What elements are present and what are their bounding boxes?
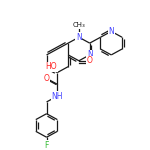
Text: N: N	[108, 27, 114, 36]
Text: N: N	[76, 33, 82, 42]
Text: CH₃: CH₃	[73, 22, 85, 28]
Text: NH: NH	[52, 92, 63, 100]
Text: HO: HO	[46, 62, 57, 71]
Text: O: O	[44, 74, 50, 83]
Text: F: F	[44, 141, 49, 150]
Text: N: N	[87, 50, 93, 59]
Text: O: O	[87, 56, 93, 65]
